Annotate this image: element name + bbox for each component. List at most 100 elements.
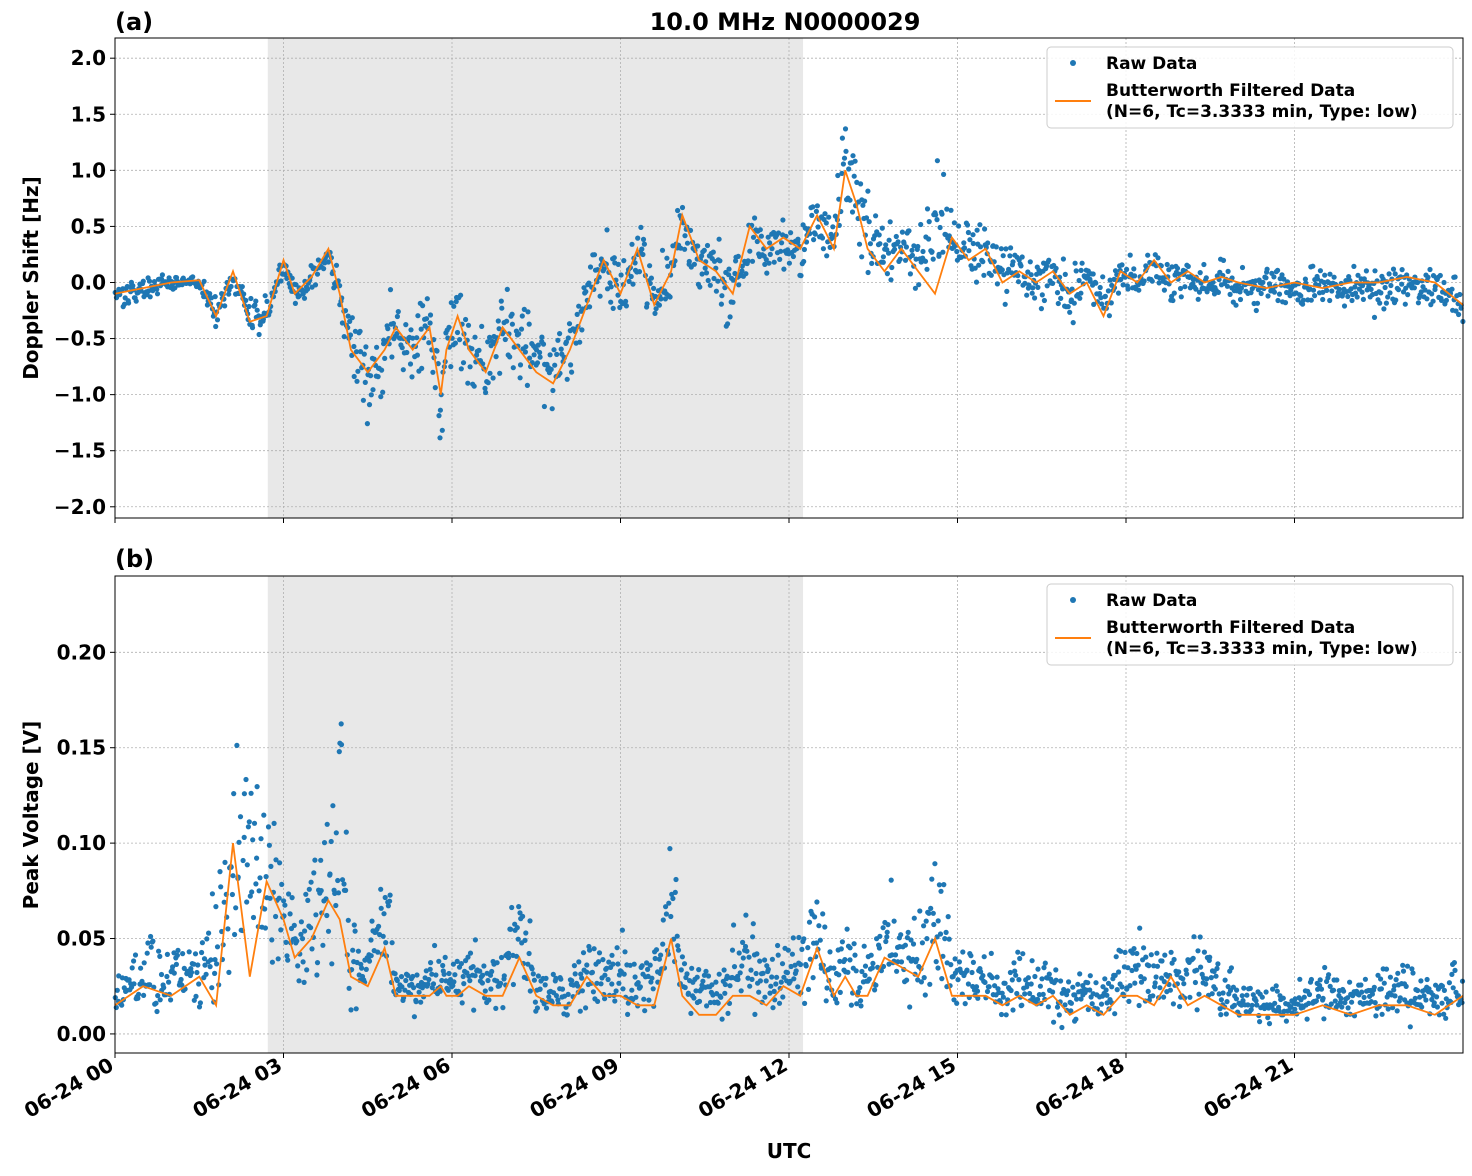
raw-data-point [879,225,885,231]
raw-data-point [1218,997,1224,1003]
raw-data-point [939,211,945,217]
raw-data-point [1074,996,1080,1002]
raw-data-point [541,403,548,410]
raw-data-point [857,985,863,991]
raw-data-point [1136,287,1142,293]
raw-data-point [159,272,165,278]
raw-data-point [1097,291,1103,297]
raw-data-point [314,972,320,978]
raw-data-point [956,959,963,965]
raw-data-point [246,819,252,825]
raw-data-point [812,914,818,920]
raw-data-point [1437,272,1443,279]
raw-data-point [1073,268,1079,274]
raw-data-point [788,230,794,236]
x-tick-label: 06-24 06 [357,1053,455,1123]
raw-data-point [1134,950,1140,957]
raw-data-point [353,1006,359,1012]
raw-data-point [1167,987,1173,993]
raw-data-point [472,334,478,340]
raw-data-point [249,325,256,331]
raw-data-point [154,291,161,297]
raw-data-point [1030,285,1036,291]
raw-data-point [1404,963,1411,969]
raw-data-point [1103,987,1109,993]
raw-data-point [767,240,773,246]
raw-data-point [1452,967,1458,974]
raw-data-point [876,945,883,951]
raw-data-point [754,238,760,245]
raw-data-point [1331,274,1337,280]
raw-data-point [1079,260,1085,266]
raw-data-point [278,927,284,933]
raw-data-point [1439,983,1445,989]
raw-data-point [1041,297,1047,304]
raw-data-point [467,950,474,956]
raw-data-point [847,957,853,963]
raw-data-point [763,257,769,263]
legend-filtered-params: (N=6, Tc=3.3333 min, Type: low) [1106,102,1418,122]
raw-data-point [939,976,945,982]
raw-data-point [628,273,634,280]
raw-data-point [467,364,473,370]
raw-data-point [206,930,212,936]
raw-data-point [424,296,430,302]
raw-data-point [1352,284,1358,290]
raw-data-point [345,917,351,923]
raw-data-point [1373,1013,1379,1019]
panel-a: 2.0 1.5 1.0 0.5 0.0 −0.5 −1.0 −1.5 −2.0 (a) Dopp… [19,8,1466,523]
raw-data-point [936,251,942,257]
raw-data-point [451,979,457,985]
raw-data-point [305,897,311,904]
raw-data-point [1263,275,1269,281]
raw-data-point [148,933,154,940]
raw-data-point [694,974,700,980]
raw-data-point [659,247,666,253]
raw-data-point [275,956,281,962]
raw-data-point [1394,1008,1400,1014]
raw-data-point [132,952,139,958]
raw-data-point [1028,981,1034,987]
raw-data-point [1218,1012,1224,1018]
raw-data-point [1272,1000,1278,1006]
raw-data-point [178,976,184,983]
raw-data-point [1085,1006,1091,1013]
raw-data-point [192,951,199,957]
raw-data-point [1035,996,1041,1003]
raw-data-point [740,939,746,946]
raw-data-point [231,791,237,797]
raw-data-point [233,905,239,911]
raw-data-point [737,970,743,976]
raw-data-point [572,971,578,977]
raw-data-point [477,968,483,974]
raw-data-point [413,999,419,1005]
raw-data-point [938,888,944,894]
y-tick-label: 0.00 [57,1022,106,1046]
raw-data-point [1383,300,1389,306]
raw-data-point [558,346,564,352]
raw-data-point [999,267,1005,273]
raw-data-point [812,231,818,237]
raw-data-point [934,217,940,223]
raw-data-point [521,306,527,312]
raw-data-point [566,321,573,327]
raw-data-point [1327,297,1333,304]
raw-data-point [1036,992,1042,998]
raw-data-point [615,292,621,298]
raw-data-point [667,294,673,300]
raw-data-point [497,370,503,376]
raw-data-point [268,863,274,870]
raw-data-point [1410,970,1416,976]
raw-data-point [362,379,368,385]
raw-data-point [935,918,941,924]
raw-data-point [151,279,157,285]
raw-data-point [1351,263,1357,269]
raw-data-point [884,271,891,277]
raw-data-point [399,345,405,351]
raw-data-point [1338,995,1344,1002]
raw-data-point [866,219,872,225]
raw-data-point [974,988,981,994]
raw-data-point [1354,294,1360,300]
raw-data-point [1395,287,1402,293]
raw-data-point [295,963,301,969]
